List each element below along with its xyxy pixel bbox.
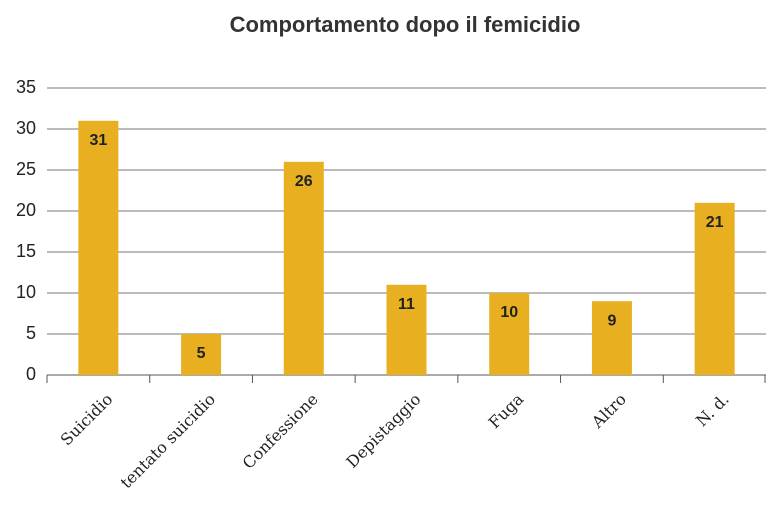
y-tick-label: 25 xyxy=(16,159,36,179)
bar xyxy=(283,161,324,375)
y-tick-label: 0 xyxy=(26,364,36,384)
data-label: 11 xyxy=(398,296,415,313)
x-tick-label: Depistaggio xyxy=(342,390,424,472)
y-tick-label: 5 xyxy=(26,323,36,343)
x-tick-label: N. d. xyxy=(692,390,733,431)
bar xyxy=(78,120,119,375)
data-label: 26 xyxy=(295,173,313,190)
data-label: 5 xyxy=(197,345,206,362)
y-tick-label: 30 xyxy=(16,118,36,138)
bar xyxy=(489,293,530,375)
x-tick-label: Suicidio xyxy=(57,390,117,450)
data-label: 9 xyxy=(607,312,616,329)
bar xyxy=(694,202,735,375)
data-label: 31 xyxy=(89,132,107,149)
y-tick-label: 10 xyxy=(16,282,36,302)
bar xyxy=(386,284,427,375)
data-label: 21 xyxy=(706,214,724,231)
chart-title: Comportamento dopo il femicidio xyxy=(230,12,581,37)
x-tick-label: Fuga xyxy=(485,389,528,432)
bar xyxy=(591,301,632,375)
x-tick-label: Confessione xyxy=(239,390,322,473)
x-tick-label: tentato suicidio xyxy=(117,390,220,493)
x-tick-label: Altro xyxy=(587,390,630,433)
y-tick-label: 35 xyxy=(16,77,36,97)
data-label: 10 xyxy=(500,304,518,321)
y-tick-label: 15 xyxy=(16,241,36,261)
bar xyxy=(181,334,222,375)
y-tick-label: 20 xyxy=(16,200,36,220)
